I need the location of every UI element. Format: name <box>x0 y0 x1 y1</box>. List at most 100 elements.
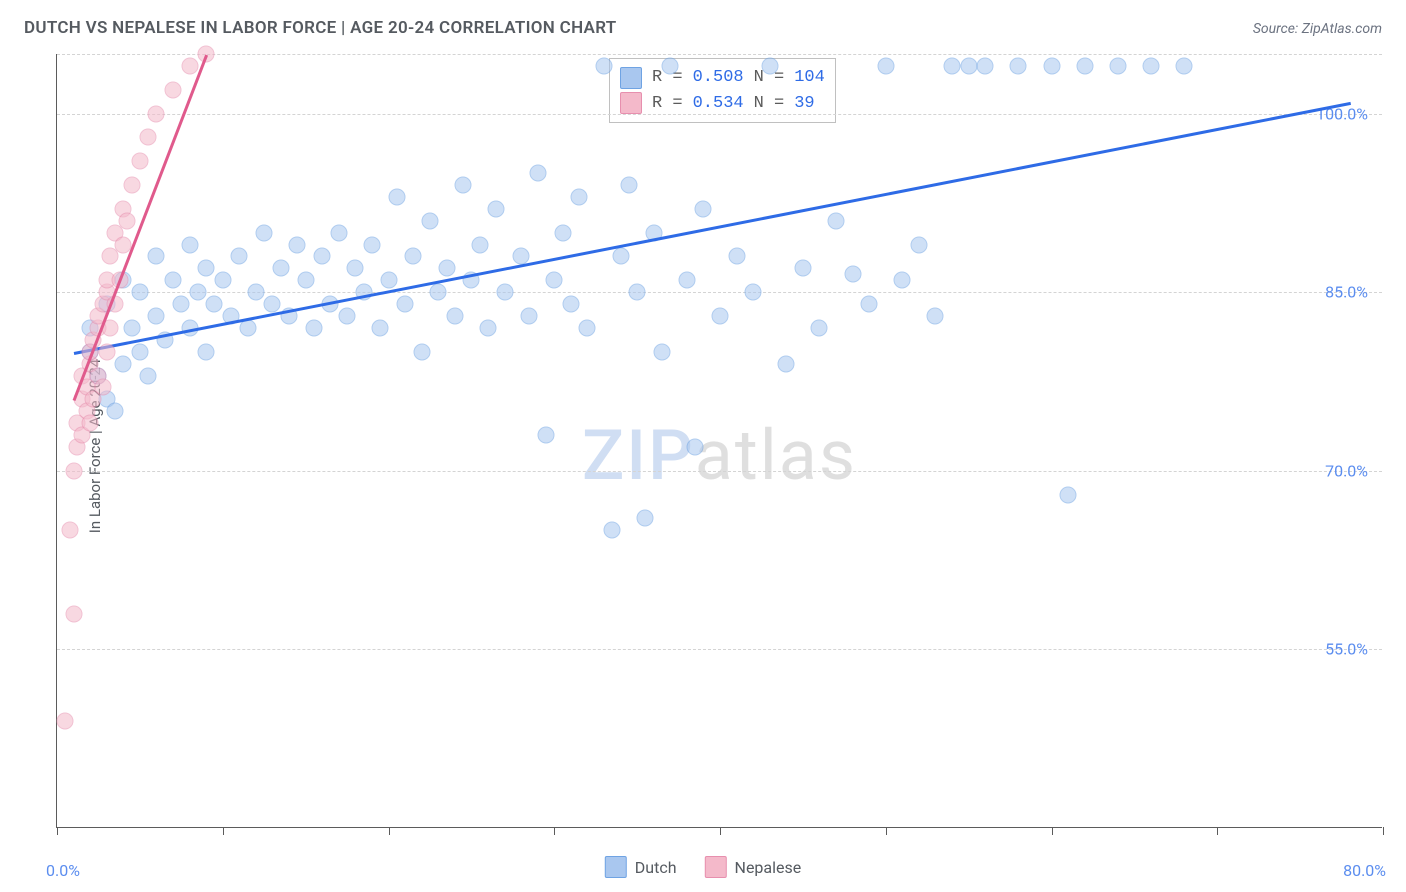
r-value-dutch: 0.508 <box>693 65 744 91</box>
data-point <box>1176 57 1193 74</box>
data-point <box>372 319 389 336</box>
data-point <box>421 212 438 229</box>
data-point <box>363 236 380 253</box>
legend-item-dutch: Dutch <box>605 856 677 878</box>
data-point <box>165 81 182 98</box>
data-point <box>123 319 140 336</box>
swatch-nepalese <box>620 92 642 114</box>
data-point <box>231 248 248 265</box>
data-point <box>546 272 563 289</box>
data-point <box>380 272 397 289</box>
data-point <box>123 176 140 193</box>
data-point <box>960 57 977 74</box>
data-point <box>910 236 927 253</box>
data-point <box>148 248 165 265</box>
data-point <box>289 236 306 253</box>
data-point <box>165 272 182 289</box>
data-point <box>131 284 148 301</box>
data-point <box>118 212 135 229</box>
data-point <box>861 296 878 313</box>
n-value-nepalese: 39 <box>794 91 814 117</box>
y-tick-label: 85.0% <box>1325 283 1368 302</box>
data-point <box>496 284 513 301</box>
x-tick <box>720 827 721 835</box>
data-point <box>98 343 115 360</box>
legend-swatch-nepalese <box>705 856 727 878</box>
data-point <box>65 605 82 622</box>
data-point <box>206 296 223 313</box>
gridline <box>57 471 1382 472</box>
header-row: DUTCH VS NEPALESE IN LABOR FORCE | AGE 2… <box>24 18 1382 38</box>
gridline <box>57 649 1382 650</box>
x-tick <box>57 827 58 835</box>
data-point <box>388 188 405 205</box>
data-point <box>687 438 704 455</box>
y-tick-label: 55.0% <box>1325 640 1368 659</box>
gridline <box>57 114 1382 115</box>
y-tick-label: 70.0% <box>1325 461 1368 480</box>
data-point <box>1142 57 1159 74</box>
chart-container: DUTCH VS NEPALESE IN LABOR FORCE | AGE 2… <box>0 0 1406 892</box>
bottom-legend: Dutch Nepalese <box>605 856 801 878</box>
data-point <box>314 248 331 265</box>
data-point <box>745 284 762 301</box>
r-label: R = <box>652 91 683 117</box>
x-tick <box>389 827 390 835</box>
data-point <box>131 343 148 360</box>
data-point <box>438 260 455 277</box>
legend-label-dutch: Dutch <box>635 858 677 877</box>
watermark: ZIPatlas <box>582 415 857 497</box>
legend-label-nepalese: Nepalese <box>735 858 802 877</box>
data-point <box>944 57 961 74</box>
data-point <box>894 272 911 289</box>
data-point <box>1010 57 1027 74</box>
data-point <box>181 57 198 74</box>
data-point <box>347 260 364 277</box>
data-point <box>148 105 165 122</box>
data-point <box>529 165 546 182</box>
data-point <box>173 296 190 313</box>
n-label: N = <box>754 91 785 117</box>
data-point <box>571 188 588 205</box>
n-value-dutch: 104 <box>794 65 825 91</box>
data-point <box>413 343 430 360</box>
x-tick <box>1052 827 1053 835</box>
data-point <box>198 260 215 277</box>
data-point <box>828 212 845 229</box>
data-point <box>131 153 148 170</box>
data-point <box>272 260 289 277</box>
legend-item-nepalese: Nepalese <box>705 856 802 878</box>
data-point <box>214 272 231 289</box>
stats-row-nepalese: R = 0.534 N = 39 <box>620 91 825 117</box>
data-point <box>562 296 579 313</box>
data-point <box>140 129 157 146</box>
data-point <box>1076 57 1093 74</box>
data-point <box>181 236 198 253</box>
data-point <box>612 248 629 265</box>
x-max-label: 80.0% <box>1343 861 1386 880</box>
data-point <box>579 319 596 336</box>
swatch-dutch <box>620 67 642 89</box>
x-tick <box>1217 827 1218 835</box>
data-point <box>595 57 612 74</box>
data-point <box>662 57 679 74</box>
data-point <box>977 57 994 74</box>
data-point <box>1060 486 1077 503</box>
x-tick <box>554 827 555 835</box>
data-point <box>927 307 944 324</box>
data-point <box>330 224 347 241</box>
chart-title: DUTCH VS NEPALESE IN LABOR FORCE | AGE 2… <box>24 18 617 38</box>
data-point <box>339 307 356 324</box>
data-point <box>479 319 496 336</box>
data-point <box>397 296 414 313</box>
data-point <box>537 427 554 444</box>
x-tick <box>886 827 887 835</box>
watermark-zip: ZIP <box>582 415 695 497</box>
data-point <box>653 343 670 360</box>
data-point <box>198 343 215 360</box>
data-point <box>794 260 811 277</box>
data-point <box>247 284 264 301</box>
data-point <box>629 284 646 301</box>
data-point <box>728 248 745 265</box>
x-tick <box>1383 827 1384 835</box>
